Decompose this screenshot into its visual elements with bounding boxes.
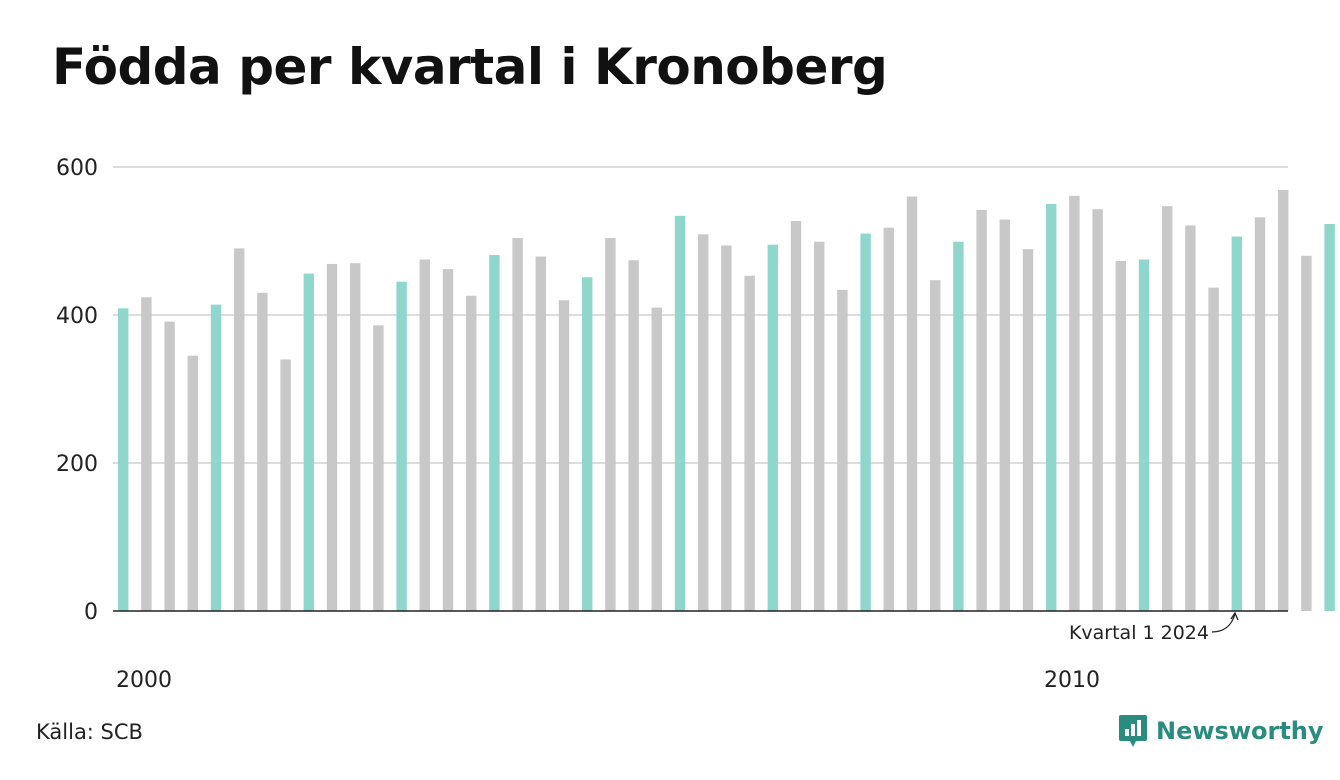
bar (210, 304, 222, 611)
source-label: Källa: SCB (36, 720, 143, 744)
bar (419, 259, 430, 611)
bar (814, 241, 825, 612)
bar (442, 269, 454, 611)
bar (489, 255, 500, 611)
bar (1115, 260, 1126, 611)
x-tick-label: 2000 (116, 668, 172, 693)
bar (906, 196, 918, 611)
bar (1278, 189, 1289, 611)
bar (790, 221, 802, 611)
bar (698, 234, 709, 611)
bar (187, 355, 198, 611)
bar (953, 241, 964, 612)
bar (976, 209, 987, 612)
latest-annotation: Kvartal 1 2024 (1069, 611, 1239, 644)
newsworthy-logo-icon (1119, 715, 1147, 747)
bar (837, 289, 848, 611)
bar (234, 248, 245, 611)
bar (1022, 249, 1034, 611)
y-tick-labels: 0 200 400 600 (56, 156, 98, 625)
bar (651, 307, 662, 611)
bar (860, 233, 871, 611)
chart-title: Födda per kvartal i Kronoberg (52, 38, 888, 96)
annotation-arrowhead (1230, 611, 1239, 621)
bar (582, 277, 593, 611)
bar (744, 275, 755, 611)
bar (1231, 236, 1242, 611)
annotation-label: Kvartal 1 2024 (1069, 622, 1209, 644)
bar (396, 281, 407, 611)
bar (118, 308, 129, 611)
bar (535, 256, 546, 611)
bar (1301, 255, 1312, 612)
bars (118, 189, 1335, 612)
annotation-arrow (1211, 613, 1236, 633)
bar (930, 280, 941, 611)
bar (1185, 225, 1196, 611)
bar (164, 321, 175, 611)
brand-name: Newsworthy (1156, 717, 1324, 745)
x-tick-label: 2010 (1044, 668, 1100, 693)
bar (1046, 204, 1057, 611)
bar (326, 263, 338, 611)
bar (1092, 209, 1103, 611)
y-tick-label: 0 (84, 600, 98, 625)
bar (373, 325, 384, 611)
bar (999, 219, 1010, 612)
bar (1324, 223, 1335, 612)
bar (350, 263, 361, 611)
bar (767, 244, 778, 611)
bar (883, 227, 894, 611)
bar (1162, 206, 1173, 611)
bar (257, 292, 268, 611)
bar (512, 238, 523, 612)
bar (141, 297, 152, 611)
bar (628, 260, 639, 611)
bar (1138, 259, 1150, 611)
bar (721, 245, 732, 611)
y-tick-label: 400 (56, 304, 98, 329)
brand[interactable]: Newsworthy (1118, 714, 1324, 748)
bar (280, 359, 291, 611)
y-tick-label: 200 (56, 452, 98, 477)
bar (466, 295, 477, 611)
x-tick-labels: 200020102020 (116, 668, 1100, 693)
bar (1208, 287, 1219, 611)
bar (558, 300, 570, 611)
bar (605, 238, 616, 612)
bar (674, 215, 686, 611)
bar (1069, 195, 1080, 612)
bar (303, 273, 314, 611)
y-tick-label: 600 (56, 156, 98, 181)
bar (1254, 217, 1266, 611)
